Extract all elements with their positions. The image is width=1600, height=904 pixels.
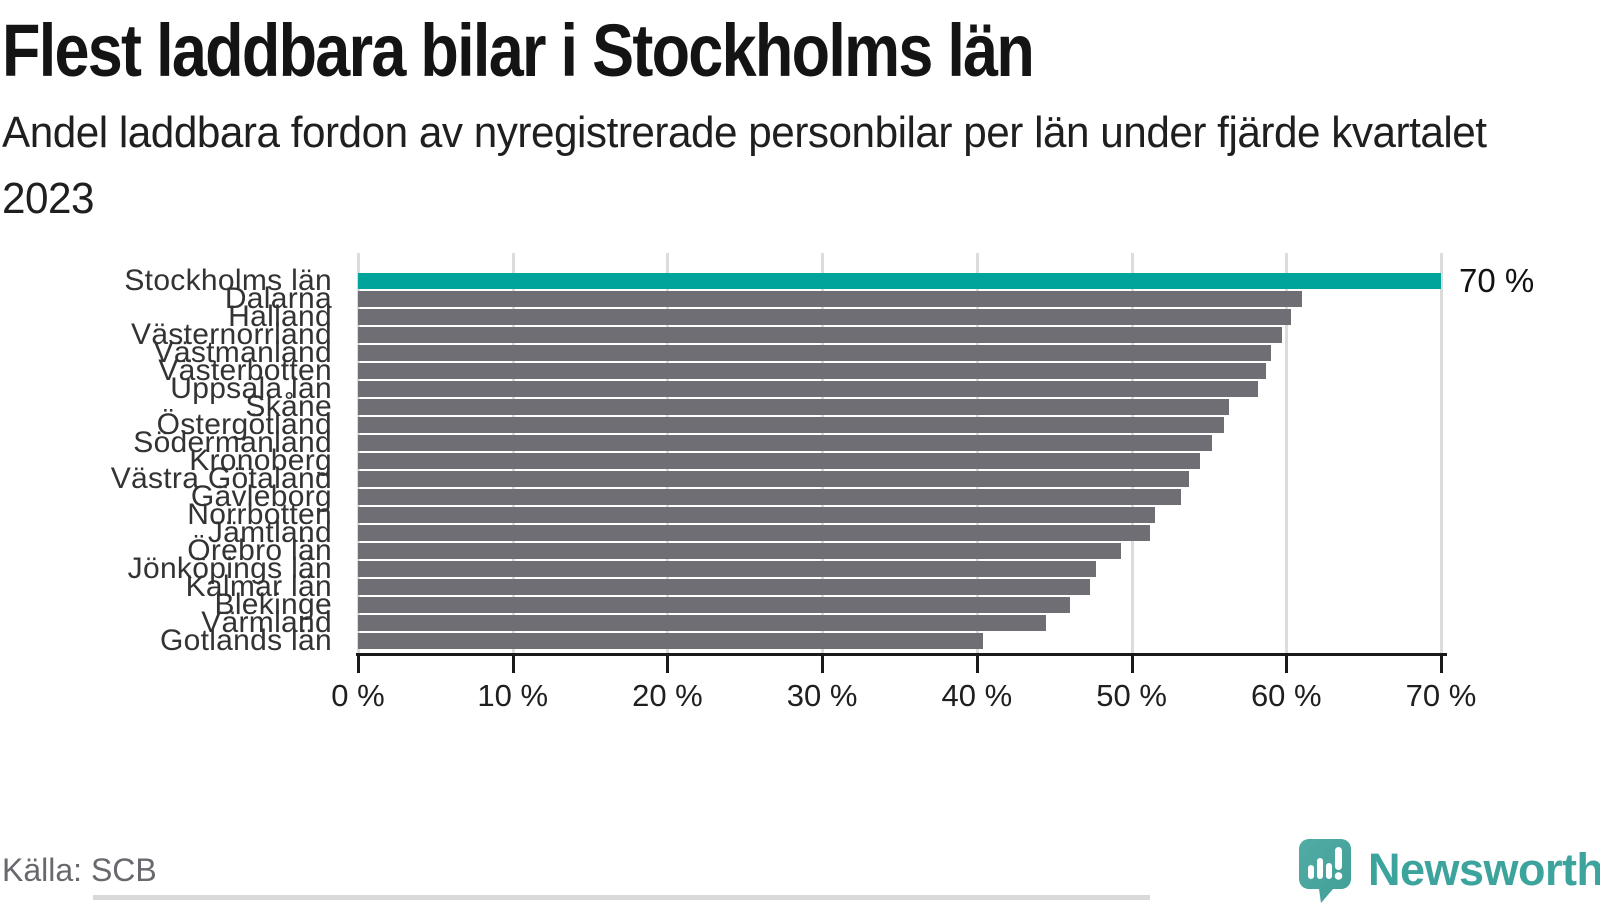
bar	[358, 291, 1302, 307]
category-label: Jämtland	[207, 516, 332, 549]
bar	[358, 543, 1121, 559]
value-annotation: 70 %	[1459, 262, 1535, 299]
category-label: Skåne	[245, 390, 332, 423]
gridline	[1285, 253, 1289, 655]
category-label: Örebro län	[187, 534, 332, 567]
category-label: Västmanland	[153, 336, 332, 369]
chart-subtitle: Andel laddbara fordon av nyregistrerade …	[2, 108, 1487, 223]
category-label: Värmland	[201, 606, 332, 639]
bar	[358, 435, 1213, 451]
x-axis-tick	[821, 656, 825, 673]
bar	[358, 327, 1282, 343]
category-label: Gävleborg	[190, 480, 332, 513]
category-label: Norrbotten	[187, 498, 332, 531]
gridline	[1440, 253, 1443, 655]
category-label: Jönköpings län	[127, 552, 332, 585]
bar	[358, 489, 1182, 505]
bar	[358, 399, 1230, 415]
page-title: Flest laddbara bilar i Stockholms län	[2, 9, 1035, 92]
bar	[358, 453, 1200, 469]
x-axis-tick	[666, 656, 670, 673]
category-label: Halland	[228, 300, 332, 333]
x-axis-tick-label: 30 %	[786, 678, 858, 713]
bar	[358, 471, 1189, 487]
bar	[358, 381, 1259, 397]
source-note: Källa: SCB	[2, 852, 157, 888]
bar	[358, 345, 1271, 361]
category-label: Västra Götaland	[110, 462, 332, 495]
x-axis-tick-label: 40 %	[941, 678, 1013, 713]
category-label: Dalarna	[224, 282, 332, 315]
bar	[358, 417, 1225, 433]
x-axis-tick-label: 0 %	[331, 678, 385, 713]
category-label: Gotlands län	[159, 624, 332, 657]
x-axis-tick	[975, 656, 979, 673]
newsworthy-wordmark: Newsworthy	[1368, 844, 1600, 895]
x-axis-tick	[1440, 656, 1443, 673]
x-axis-line	[356, 653, 1447, 656]
category-label: Stockholms län	[124, 264, 332, 297]
bar	[358, 597, 1070, 613]
x-axis-tick-label: 50 %	[1096, 678, 1167, 713]
bar	[358, 525, 1151, 541]
bar	[358, 579, 1090, 595]
category-label: Kronoberg	[189, 444, 332, 477]
x-axis-tick	[1130, 656, 1134, 673]
bar	[358, 633, 984, 649]
category-label: Uppsala län	[170, 372, 332, 405]
x-axis-tick-label: 10 %	[477, 678, 549, 713]
category-label: Västernorrland	[131, 318, 332, 351]
x-axis-tick-label: 60 %	[1250, 678, 1322, 713]
bar	[358, 615, 1047, 631]
category-label: Södermanland	[133, 426, 332, 459]
category-label: Västerbotten	[158, 354, 332, 387]
x-axis-tick	[357, 656, 360, 673]
bottom-edge-strip	[93, 895, 1150, 900]
bar	[358, 363, 1267, 379]
bar	[358, 507, 1155, 523]
category-label: Östergötland	[156, 408, 332, 441]
bar	[358, 309, 1291, 325]
category-label: Blekinge	[214, 588, 332, 621]
x-axis-tick	[1285, 656, 1289, 673]
x-axis-tick	[511, 656, 515, 673]
newsworthy-logo: Newsworthy	[1270, 818, 1600, 903]
x-axis-tick-label: 20 %	[632, 678, 703, 713]
bar-highlight	[358, 273, 1441, 289]
bar	[358, 561, 1096, 577]
category-label: Kalmar län	[185, 570, 332, 603]
newsworthy-pin-icon	[1299, 839, 1351, 903]
x-axis-tick-label: 70 %	[1405, 678, 1477, 713]
